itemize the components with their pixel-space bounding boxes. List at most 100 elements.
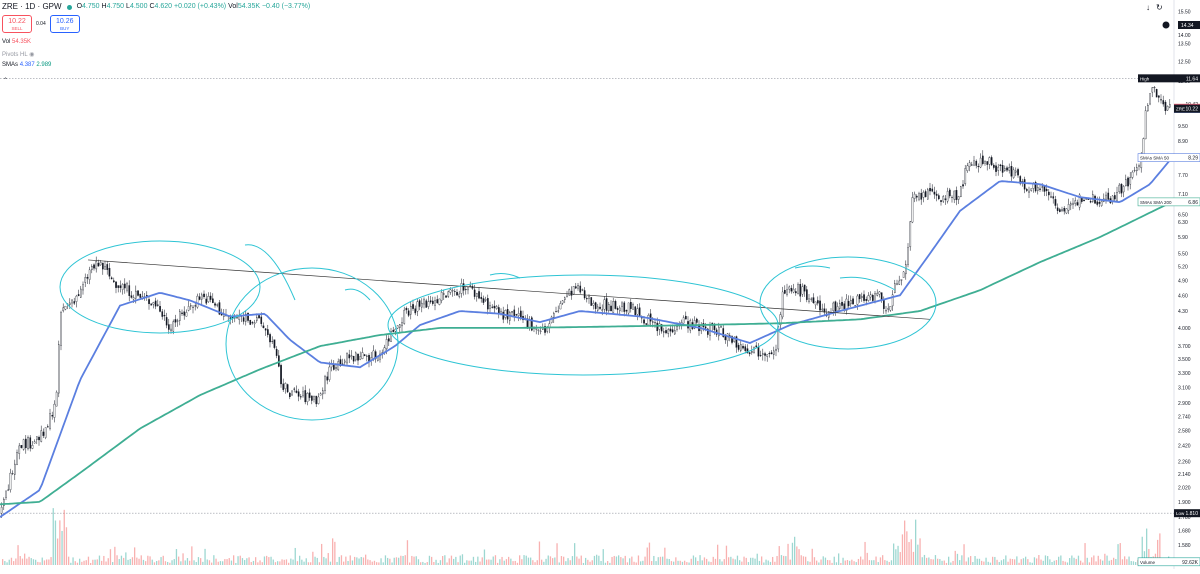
candle-body xyxy=(1144,110,1147,140)
volume-bar xyxy=(580,555,582,565)
eye-icon[interactable]: ◉ xyxy=(29,52,35,58)
candle-body xyxy=(445,295,447,298)
candle-body xyxy=(31,445,34,449)
volume-bar xyxy=(609,562,611,565)
candle-body xyxy=(845,298,848,311)
sma-indicator[interactable]: SMAs 4.387 2.989 xyxy=(2,62,52,68)
volume-bar xyxy=(851,559,853,565)
volume-bar xyxy=(149,556,151,565)
candle-body xyxy=(9,472,12,490)
volume-bar xyxy=(769,561,772,565)
candle-body xyxy=(84,277,87,283)
volume-bar xyxy=(563,556,565,565)
volume-bar xyxy=(492,556,494,565)
price-tick-label: 1.780 xyxy=(1178,515,1191,521)
candle-body xyxy=(614,301,617,309)
candle-body xyxy=(216,304,219,306)
volume-bar xyxy=(596,554,598,565)
volume-bar xyxy=(30,558,32,565)
symbol-title[interactable]: ZRE · 1D · GPW xyxy=(2,2,62,11)
volume-bar xyxy=(125,552,127,565)
volume-bar xyxy=(437,562,439,565)
volume-bar xyxy=(420,562,422,565)
volume-bar xyxy=(255,557,257,565)
volume-bar xyxy=(871,560,873,565)
candle-body xyxy=(832,302,835,311)
candle-body xyxy=(854,305,857,307)
candle-body xyxy=(566,293,568,297)
buy-button[interactable]: 10.26 BUY xyxy=(49,15,80,33)
volume-bar xyxy=(292,559,294,565)
volume-bar xyxy=(818,562,820,565)
volume-bar xyxy=(1055,560,1058,565)
volume-bar xyxy=(785,556,787,565)
volume-bar xyxy=(717,544,719,565)
volume-bar xyxy=(827,560,829,565)
candle-body xyxy=(942,196,945,202)
candle-body xyxy=(561,300,564,304)
volume-bar xyxy=(776,556,778,565)
volume-bar xyxy=(1047,556,1049,565)
pivots-indicator[interactable]: Pivots HL ◉ xyxy=(2,52,35,58)
sell-button[interactable]: 10.22 SELL xyxy=(2,15,32,33)
candle-body xyxy=(905,264,907,275)
gear-icon xyxy=(1162,21,1170,29)
candle-body xyxy=(249,319,252,325)
candle-body xyxy=(163,315,166,317)
candle-body xyxy=(1118,184,1121,193)
volume-bar xyxy=(415,556,417,565)
volume-bar xyxy=(70,562,72,565)
chevron-up-icon[interactable]: ⌃ xyxy=(3,78,9,84)
volume-bar xyxy=(26,558,28,565)
candle-body xyxy=(449,289,452,293)
candle-body xyxy=(346,353,348,364)
price-tick-label: 4.30 xyxy=(1178,309,1188,315)
candle-body xyxy=(971,164,973,166)
candle-body xyxy=(443,293,445,295)
candle-body xyxy=(979,157,982,168)
volume-bar xyxy=(1022,558,1025,565)
volume-bar xyxy=(175,549,178,565)
volume-bar xyxy=(761,556,763,565)
volume-bar xyxy=(820,559,822,565)
volume-bar xyxy=(798,549,800,565)
annotation-ellipse xyxy=(759,256,937,350)
volume-bar xyxy=(303,561,305,565)
volume-indicator[interactable]: Vol 54.35K xyxy=(2,39,32,45)
current-price-label: 14.34 xyxy=(1181,23,1194,29)
annotation-ellipse xyxy=(59,240,261,334)
candle-body xyxy=(634,306,637,316)
volume-bar xyxy=(569,560,571,565)
volume-bar xyxy=(422,561,424,565)
candle-body xyxy=(1045,189,1048,192)
candle-body xyxy=(33,441,36,444)
candle-body xyxy=(218,302,221,315)
candle-body xyxy=(1023,179,1026,190)
volume-bar xyxy=(109,549,112,565)
candle-body xyxy=(128,285,131,296)
candle-body xyxy=(1004,168,1006,171)
volume-bar xyxy=(294,547,296,565)
candle-body xyxy=(399,324,401,328)
candle-body xyxy=(876,292,879,296)
arrow-down-icon[interactable]: ↓ xyxy=(1146,3,1150,12)
price-tick-label: 2.140 xyxy=(1178,472,1191,478)
candle-body xyxy=(117,285,120,288)
price-tick-label: 4.90 xyxy=(1178,278,1188,284)
volume-bar xyxy=(483,549,486,565)
candle-body xyxy=(946,190,949,202)
candle-body xyxy=(97,262,100,267)
volume-bar xyxy=(92,559,94,565)
candle-body xyxy=(460,283,463,294)
refresh-icon[interactable]: ↻ xyxy=(1156,3,1163,12)
volume-bar xyxy=(981,560,983,565)
candle-body xyxy=(260,316,263,324)
market-status-icon xyxy=(66,4,72,10)
volume-bar xyxy=(952,560,954,565)
candle-body xyxy=(616,308,619,310)
candle-body xyxy=(872,295,874,301)
volume-bar xyxy=(266,555,268,565)
volume-bar xyxy=(655,561,657,565)
